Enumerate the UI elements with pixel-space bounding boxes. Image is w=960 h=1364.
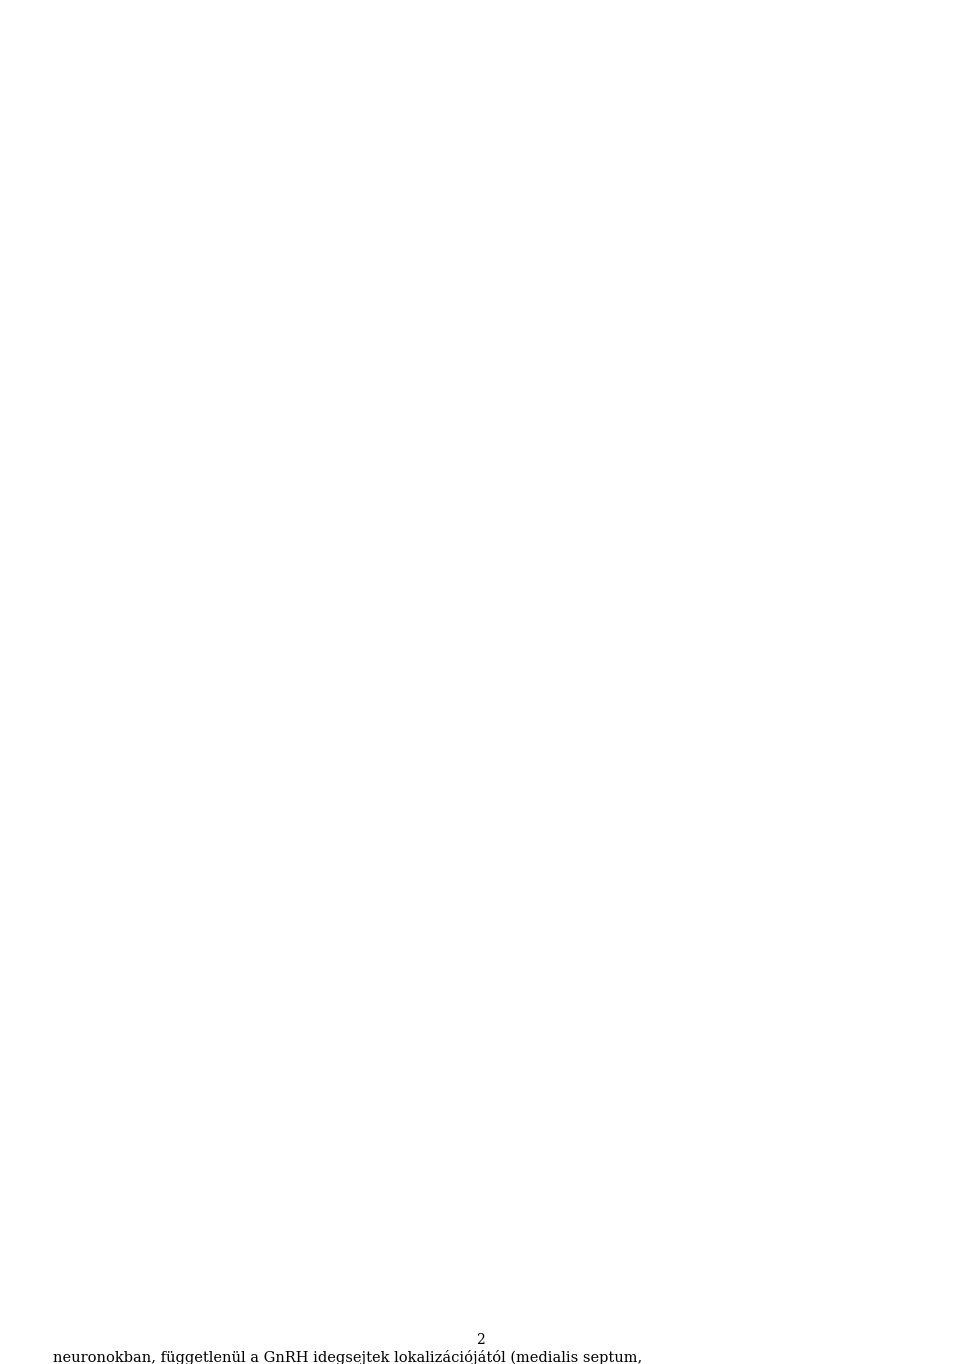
Text: 2: 2 xyxy=(475,1333,485,1348)
Text: neuronokban, függetlenül a GnRH idegsejtek lokalizációjától (medialis septum,
an: neuronokban, függetlenül a GnRH idegsejt… xyxy=(53,1350,764,1364)
